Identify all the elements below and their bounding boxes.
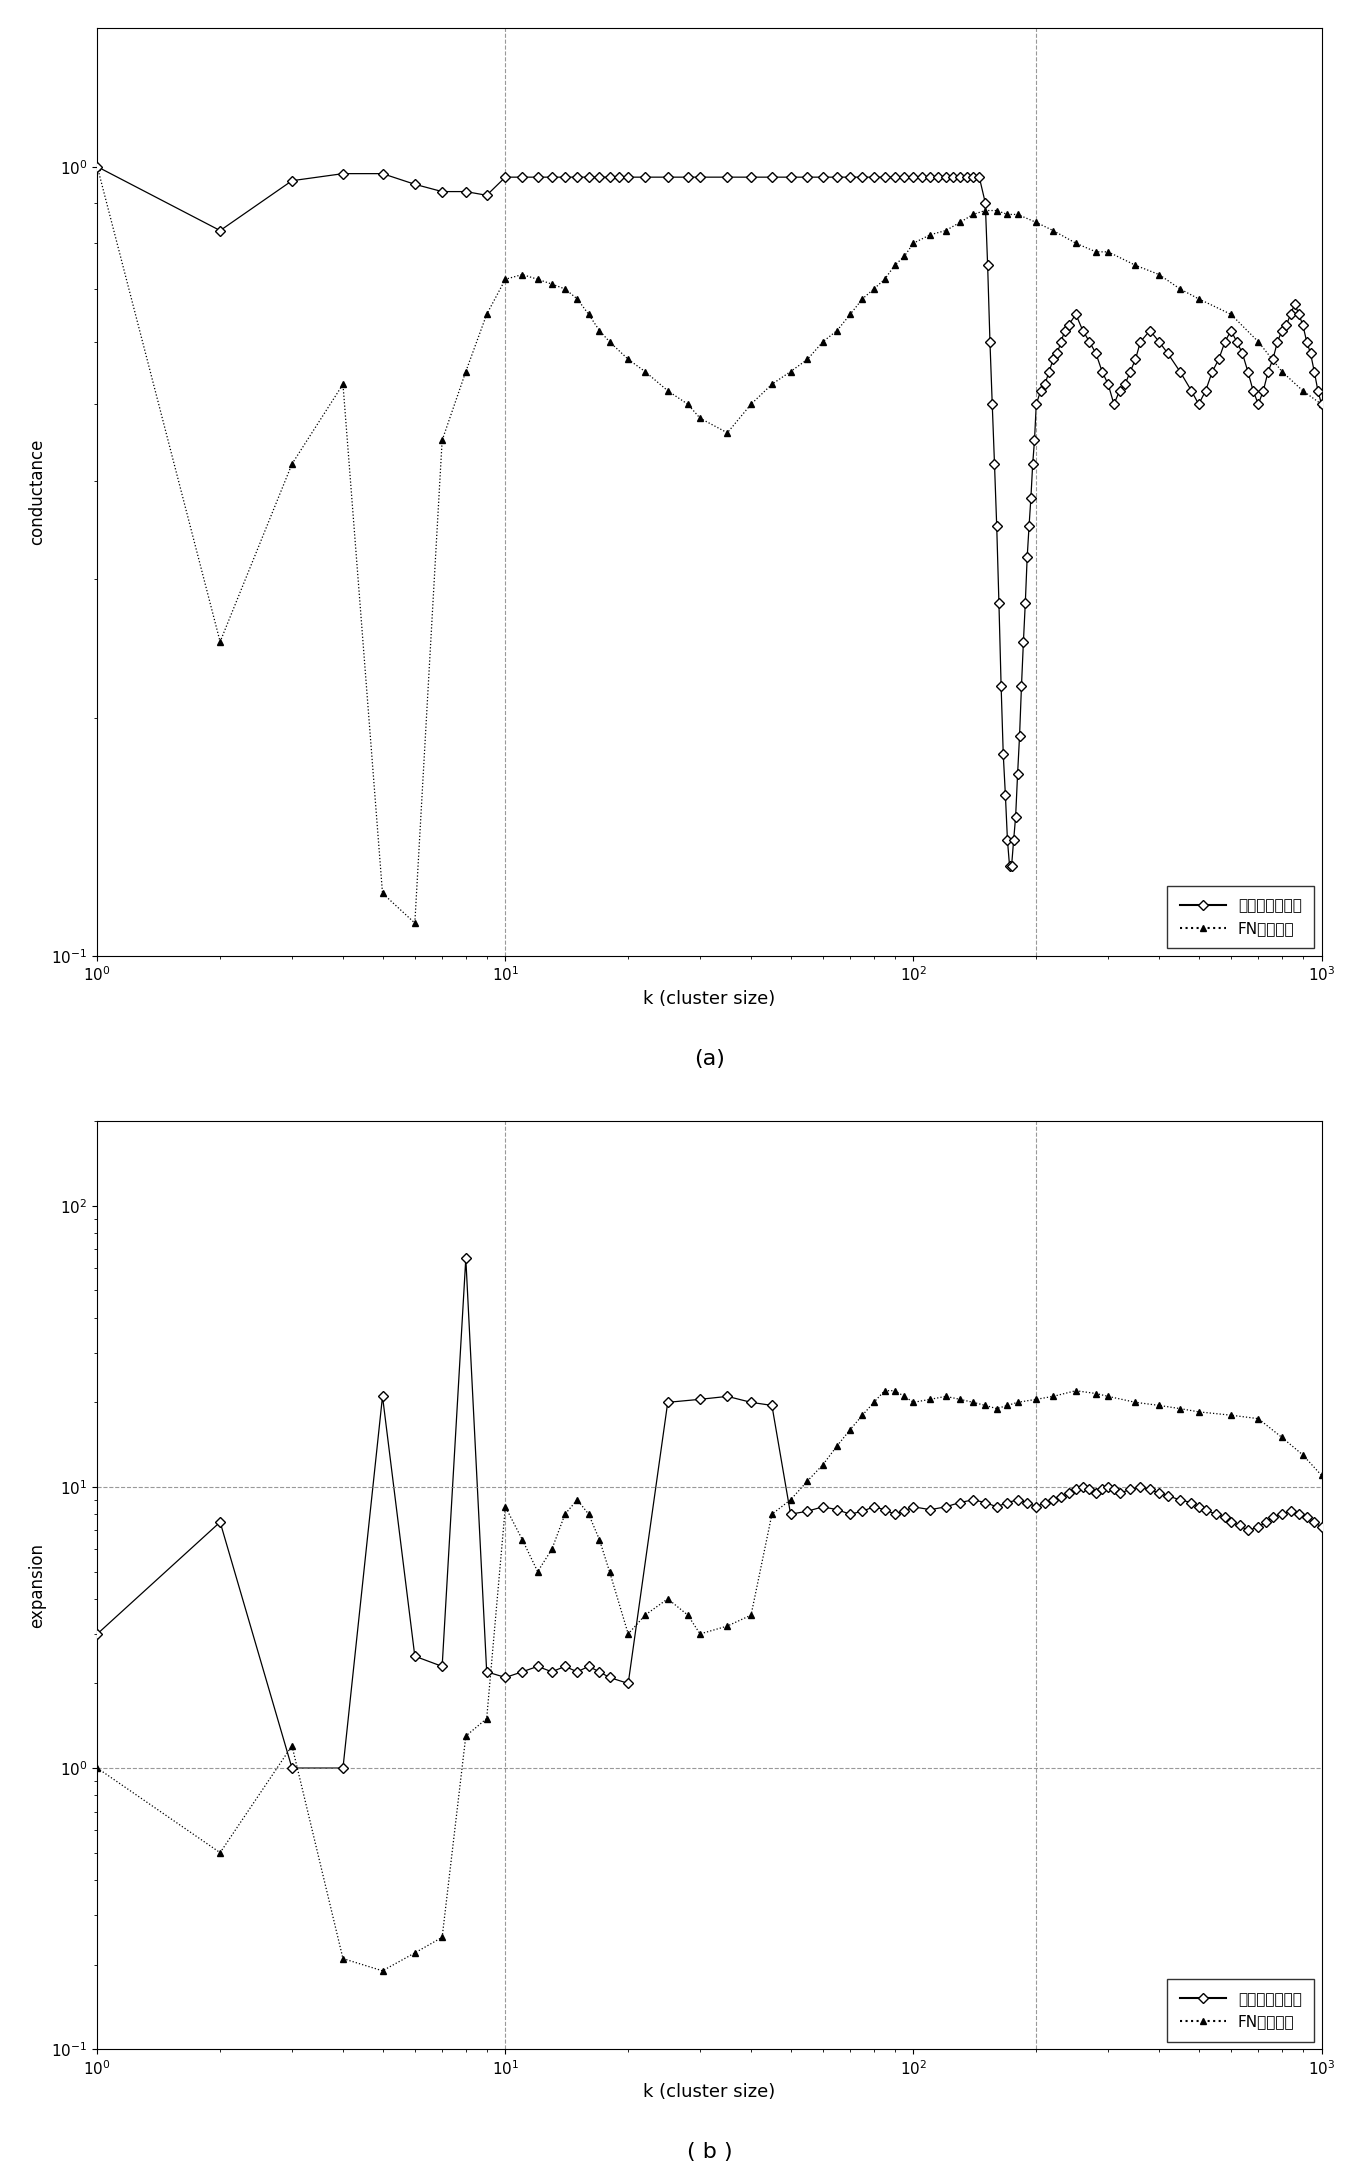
Text: (a): (a) [694,1050,725,1069]
Legend: 本发明聚类方法, FN聚类方法: 本发明聚类方法, FN聚类方法 [1168,1980,1314,2040]
Text: ( b ): ( b ) [687,2143,732,2162]
X-axis label: k (cluster size): k (cluster size) [643,2084,776,2101]
X-axis label: k (cluster size): k (cluster size) [643,989,776,1008]
Y-axis label: conductance: conductance [27,439,46,545]
Y-axis label: expansion: expansion [27,1543,46,1628]
Legend: 本发明聚类方法, FN聚类方法: 本发明聚类方法, FN聚类方法 [1168,887,1314,947]
